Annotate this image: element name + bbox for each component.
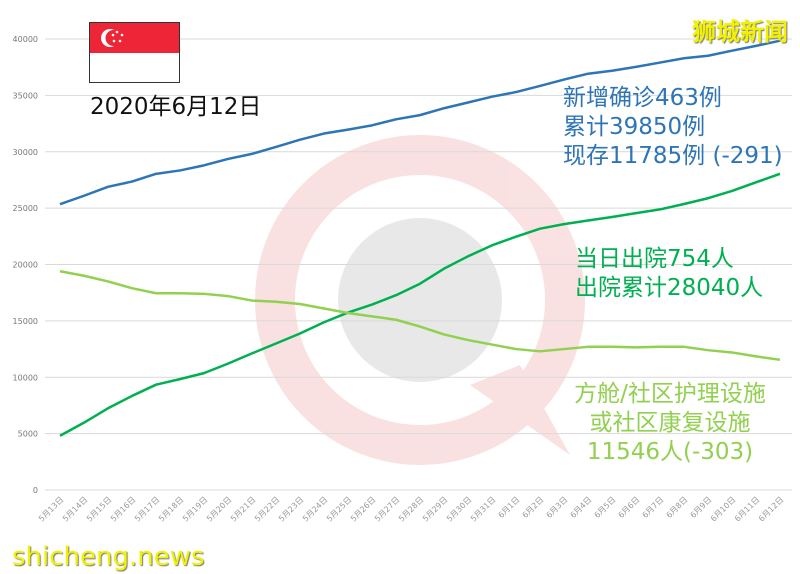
singapore-flag bbox=[89, 22, 180, 83]
x-tick-label: 5月17日 bbox=[133, 495, 161, 523]
crescent-stars-icon bbox=[101, 29, 124, 47]
total-cases-text: 累计39850例 bbox=[563, 113, 706, 140]
x-tick-label: 5月25日 bbox=[325, 495, 353, 523]
y-tick-label: 20000 bbox=[13, 261, 38, 270]
x-tick-label: 6月8日 bbox=[665, 495, 690, 520]
y-tick-label: 15000 bbox=[13, 317, 38, 326]
watermark-logo bbox=[255, 135, 585, 465]
brand-watermark-en: shicheng.news bbox=[12, 542, 205, 572]
report-date: 2020年6月12日 bbox=[90, 94, 262, 120]
x-tick-label: 5月29日 bbox=[421, 495, 449, 523]
x-tick-label: 5月23日 bbox=[277, 495, 305, 523]
x-tick-label: 5月22日 bbox=[253, 495, 281, 523]
x-tick-label: 5月30日 bbox=[445, 495, 473, 523]
x-tick-label: 5月31日 bbox=[469, 495, 497, 523]
y-tick-label: 5000 bbox=[18, 430, 38, 439]
x-tick-label: 6月1日 bbox=[497, 495, 522, 520]
x-tick-label: 5月13日 bbox=[37, 495, 65, 523]
y-tick-label: 0 bbox=[33, 486, 38, 495]
x-tick-label: 5月19日 bbox=[181, 495, 209, 523]
x-tick-label: 6月6日 bbox=[617, 495, 642, 520]
community-line-1: 方舱/社区护理设施 bbox=[574, 381, 766, 407]
total-discharged-text: 出院累计28040人 bbox=[575, 274, 764, 301]
x-tick-label: 5月16日 bbox=[109, 495, 137, 523]
x-tick-label: 6月4日 bbox=[569, 495, 594, 520]
confirmed-annotation: 新增确诊463例 累计39850例 现存11785例 (-291) bbox=[563, 84, 783, 170]
x-tick-label: 5月15日 bbox=[85, 495, 113, 523]
brand-watermark-cn: 狮城新闻 bbox=[692, 18, 788, 46]
x-tick-label: 6月2日 bbox=[521, 495, 546, 520]
community-count-text: 11546人(-303) bbox=[586, 438, 754, 465]
y-tick-label: 35000 bbox=[13, 91, 38, 100]
new-cases-text: 新增确诊463例 bbox=[563, 85, 722, 111]
x-tick-label: 5月21日 bbox=[229, 495, 257, 523]
x-tick-label: 6月3日 bbox=[545, 495, 570, 520]
y-tick-label: 10000 bbox=[13, 373, 38, 382]
x-tick-label: 5月14日 bbox=[61, 495, 89, 523]
x-tick-label: 6月7日 bbox=[641, 495, 666, 520]
discharged-annotation: 当日出院754人 出院累计28040人 bbox=[575, 245, 763, 303]
x-tick-label: 6月11日 bbox=[733, 495, 761, 523]
x-tick-label: 6月5日 bbox=[593, 495, 618, 520]
x-tick-label: 6月10日 bbox=[709, 495, 737, 523]
y-tick-label: 40000 bbox=[13, 35, 38, 44]
active-cases-text: 现存11785例 (-291) bbox=[563, 142, 783, 169]
y-tick-label: 25000 bbox=[13, 204, 38, 213]
daily-discharged-text: 当日出院754人 bbox=[575, 246, 734, 272]
x-tick-label: 5月20日 bbox=[205, 495, 233, 523]
x-tick-label: 5月27日 bbox=[373, 495, 401, 523]
x-tick-label: 5月18日 bbox=[157, 495, 185, 523]
x-tick-label: 5月24日 bbox=[301, 495, 329, 523]
x-tick-label: 6月12日 bbox=[757, 495, 785, 523]
community-facility-annotation: 方舱/社区护理设施 或社区康复设施 11546人(-303) bbox=[545, 380, 795, 466]
x-tick-label: 5月28日 bbox=[397, 495, 425, 523]
community-line-2: 或社区康复设施 bbox=[589, 409, 751, 436]
x-tick-label: 5月26日 bbox=[349, 495, 377, 523]
y-tick-label: 30000 bbox=[13, 148, 38, 157]
